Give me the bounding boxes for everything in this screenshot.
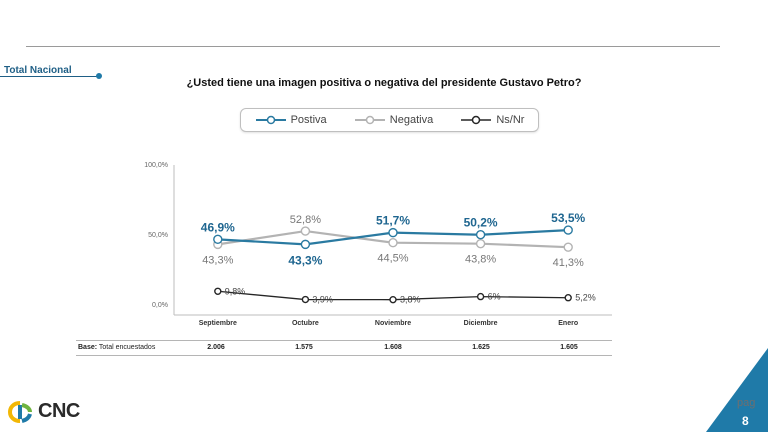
legend-label-negativa: Negativa [389, 114, 434, 126]
base-row: Base: Total encuestados 2.006 1.575 1.60… [76, 340, 612, 356]
y-tick-label: 100,0% [144, 162, 168, 169]
base-label-bold: Base: [78, 344, 98, 351]
data-point-negativa [563, 242, 573, 252]
page-corner-shape [706, 348, 768, 432]
legend-item-nsnr: Ns/Nr [460, 114, 524, 126]
base-label: Base: Total encuestados [78, 344, 155, 351]
data-point-postiva [388, 227, 398, 238]
chart-question-title: ¿Usted tiene una imagen positiva o negat… [186, 77, 582, 89]
data-point-nsnr [389, 295, 397, 304]
x-category-label: Octubre [292, 320, 319, 327]
data-point-nsnr [214, 287, 222, 295]
legend-label-postiva: Postiva [290, 114, 327, 126]
y-tick-label: 50,0% [148, 232, 168, 239]
data-label-nsnr: 6% [488, 292, 501, 302]
base-value-enero: 1.605 [560, 344, 578, 351]
legend-marker-postiva-icon [255, 115, 286, 125]
base-value-diciembre: 1.625 [472, 344, 490, 351]
header-rule [26, 46, 720, 47]
base-value-septiembre: 2.006 [207, 344, 225, 351]
section-dot [96, 73, 102, 79]
data-label-negativa: 43,8% [465, 254, 496, 266]
cnc-logo: CNC [8, 400, 80, 423]
data-label-postiva: 46,9% [201, 220, 235, 234]
x-category-label: Enero [558, 320, 578, 327]
data-point-postiva [475, 230, 486, 240]
legend-item-postiva: Postiva [255, 114, 327, 126]
data-label-negativa: 41,3% [553, 257, 584, 269]
cnc-logo-text: CNC [38, 400, 80, 422]
data-label-nsnr: 9,8% [225, 286, 246, 296]
base-label-rest: Total encuestados [97, 344, 156, 351]
section-label: Total Nacional [4, 65, 72, 76]
legend-label-nsnr: Ns/Nr [496, 114, 525, 126]
y-tick-label: 0,0% [152, 302, 168, 309]
data-label-postiva: 50,2% [464, 216, 498, 230]
x-category-label: Septiembre [199, 320, 237, 327]
data-label-negativa: 43,3% [202, 254, 233, 266]
x-category-label: Noviembre [375, 320, 411, 327]
data-point-negativa [388, 237, 398, 248]
data-point-postiva [300, 239, 311, 250]
data-point-nsnr [564, 294, 572, 302]
data-point-postiva [213, 234, 223, 245]
data-point-negativa [475, 238, 486, 249]
base-value-octubre: 1.575 [295, 344, 313, 351]
data-point-nsnr [476, 292, 485, 301]
data-label-nsnr: 3,8% [400, 295, 421, 305]
data-point-negativa [300, 226, 311, 236]
data-label-negativa: 44,5% [377, 253, 408, 265]
data-label-postiva: 53,5% [551, 211, 585, 225]
section-underline [0, 76, 98, 77]
cnc-logo-icon [8, 400, 32, 423]
data-label-nsnr: 5,2% [575, 293, 596, 303]
base-value-noviembre: 1.608 [384, 344, 402, 351]
chart-legend: Postiva Negativa Ns/Nr [240, 108, 539, 132]
page-number: 8 [742, 414, 749, 428]
data-label-negativa: 52,8% [290, 214, 321, 226]
data-label-postiva: 43,3% [288, 253, 322, 267]
page-word: pag [737, 397, 756, 409]
x-category-label: Diciembre [464, 320, 498, 327]
data-label-postiva: 51,7% [376, 214, 410, 228]
data-point-nsnr [301, 295, 310, 304]
legend-marker-nsnr-icon [461, 115, 492, 125]
legend-item-negativa: Negativa [354, 114, 433, 126]
data-label-nsnr: 3,9% [312, 295, 333, 305]
legend-marker-negativa-icon [354, 115, 385, 125]
data-point-postiva [563, 225, 573, 235]
